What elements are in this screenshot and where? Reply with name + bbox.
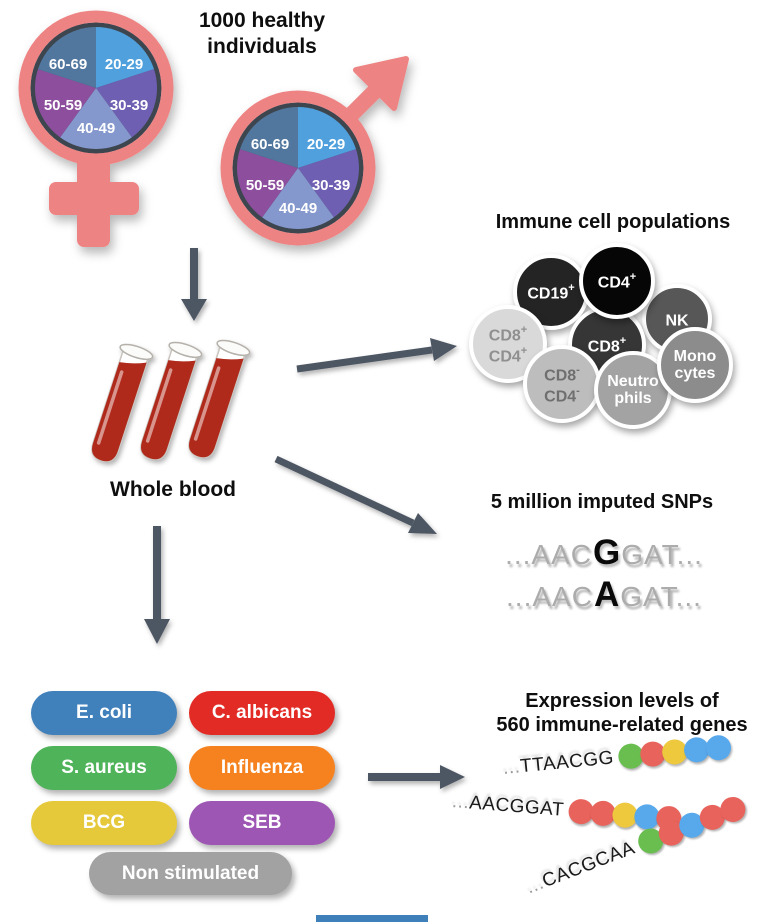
cell-cd4: CD4+ [579, 243, 655, 319]
immune-cells-title: Immune cell populations [495, 211, 731, 233]
cohort-title-line2: individuals [207, 35, 317, 58]
snp-seq-post: GAT... [621, 539, 703, 570]
pie-label-60-69: 60-69 [49, 56, 87, 73]
stimulus-influenza: Influenza [189, 746, 335, 790]
pie-label-40-49: 40-49 [279, 200, 317, 217]
expression-title-line2: 560 immune-related genes [496, 714, 748, 736]
arrowhead-to-expression [440, 765, 465, 789]
pie-label-40-49: 40-49 [77, 120, 115, 137]
pie-label-30-39: 30-39 [110, 97, 148, 114]
stimulus-c-albicans: C. albicans [189, 691, 335, 735]
snp-variant-allele: A [593, 575, 620, 614]
snp-sequence-row-2: ...AAC A GAT... [434, 575, 771, 615]
stimulus-e-coli: E. coli [31, 691, 177, 735]
cell-monocytes: Mono cytes [657, 327, 733, 403]
snps-title: 5 million imputed SNPs [490, 491, 714, 513]
arrowhead-to-snps [408, 513, 437, 534]
snp-seq-post: GAT... [620, 581, 702, 612]
arrow-to-immune-cells [296, 346, 433, 373]
pie-label-60-69: 60-69 [251, 136, 289, 153]
male-age-pie: 20-29 30-39 40-49 50-59 60-69 [237, 107, 359, 230]
snp-seq-pre: ...AAC [505, 539, 592, 570]
snp-seq-pre: ...AAC [506, 581, 593, 612]
pie-label-30-39: 30-39 [312, 177, 350, 194]
cell-cd8pos-cd4pos: CD8+ CD4+ [469, 305, 547, 383]
arrowhead-to-immune-cells [430, 338, 457, 361]
arrowhead-down-to-blood [181, 299, 207, 321]
expression-dot-blue [705, 734, 733, 762]
cohort-title-line1: 1000 healthy [198, 9, 326, 32]
expression-title-line1: Expression levels of [525, 690, 719, 712]
cell-cd8neg-cd4neg: CD8- CD4- [523, 345, 601, 423]
cropped-blue-element [316, 915, 428, 922]
stimulus-bcg: BCG [31, 801, 177, 845]
ellipsis: ... [451, 790, 471, 813]
pie-label-50-59: 50-59 [44, 97, 82, 114]
pie-label-20-29: 20-29 [105, 56, 143, 73]
blood-tubes-icon [91, 339, 251, 462]
stimulus-s-aureus: S. aureus [31, 746, 177, 790]
cohort-title: 1000 healthy individuals [162, 8, 362, 60]
stimulus-seb: SEB [189, 801, 335, 845]
snp-sequence-row-1: ...AAC G GAT... [434, 533, 771, 573]
arrowhead-down-to-stimuli [144, 619, 170, 644]
pie-label-20-29: 20-29 [307, 136, 345, 153]
cell-neutrophils: Neutro phils [594, 351, 672, 429]
female-age-pie: 20-29 30-39 40-49 50-59 60-69 [35, 27, 157, 150]
arrow-to-snps [274, 455, 415, 527]
snp-variant-allele: G [592, 533, 621, 572]
expression-title: Expression levels of 560 immune-related … [447, 689, 771, 737]
pie-label-50-59: 50-59 [246, 177, 284, 194]
stimulus-non-stimulated: Non stimulated [89, 852, 292, 895]
strand-sequence: AACGGAT [468, 791, 565, 821]
whole-blood-label: Whole blood [110, 478, 236, 501]
flow-arrows [144, 248, 465, 789]
